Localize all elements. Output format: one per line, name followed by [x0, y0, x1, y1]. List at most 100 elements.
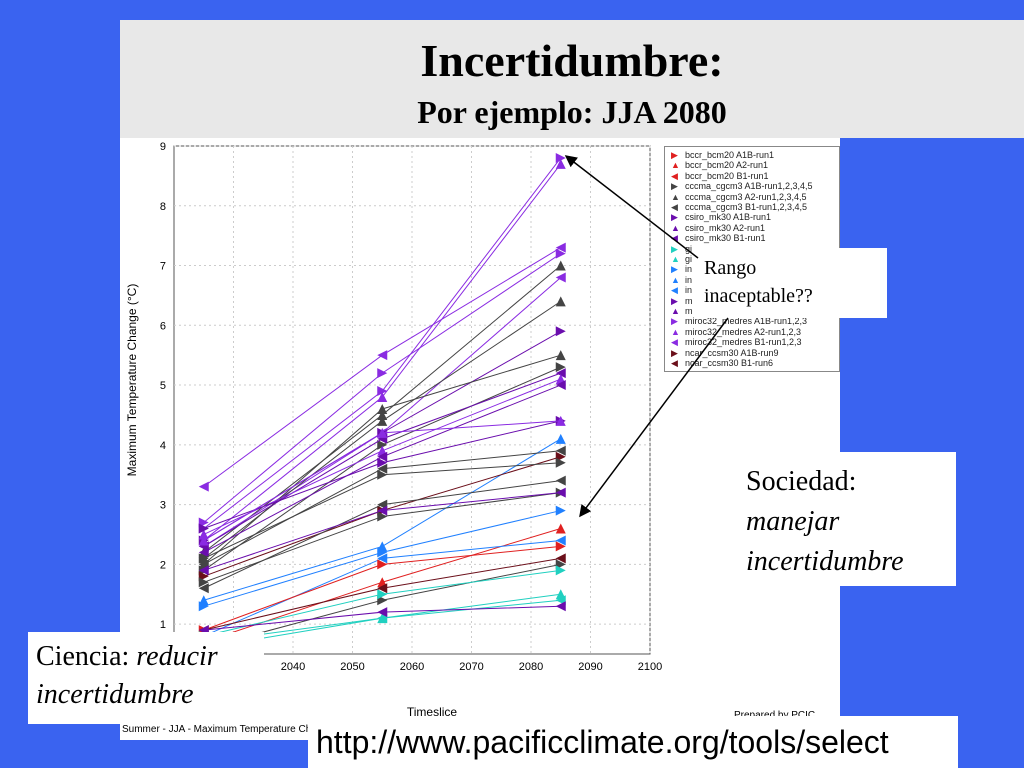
series-point — [555, 260, 566, 271]
legend-label: bccr_bcm20 A1B-run1 — [685, 150, 775, 160]
legend-marker: ▶ — [671, 295, 678, 306]
callout-rango-line1: Rango — [704, 257, 757, 279]
series-point — [377, 511, 388, 522]
legend-label: miroc32_medres B1-run1,2,3 — [685, 337, 802, 348]
series-point — [555, 242, 566, 253]
legend-label: bccr_bcm20 B1-run1 — [685, 170, 769, 181]
chart-footer-caption: Summer - JJA - Maximum Temperature Ch — [122, 724, 312, 735]
series-point — [377, 439, 388, 450]
legend-label: m — [685, 295, 693, 306]
series-point — [377, 505, 388, 516]
y-tick-label: 2 — [160, 559, 166, 571]
legend-label: csiro_mk30 B1-run1 — [685, 233, 766, 244]
callout-sociedad-line2: manejar — [746, 506, 840, 537]
series-point — [555, 541, 566, 552]
legend-entry: ▶ csiro_mk30 A1B-run1 — [671, 212, 771, 223]
legend-marker: ▲ — [671, 191, 680, 202]
legend-entry: ▲ csiro_mk30 A2-run1 — [671, 223, 765, 233]
series-point — [555, 523, 566, 534]
x-tick-label: 2090 — [578, 661, 602, 673]
series-point — [555, 158, 566, 169]
legend-label: bccr_bcm20 A2-run1 — [685, 160, 769, 171]
legend-marker: ◀ — [671, 233, 678, 244]
y-tick-label: 3 — [160, 500, 166, 512]
legend-marker: ▶ — [671, 347, 678, 358]
series-point — [555, 248, 566, 259]
slide-title: Incertidumbre: — [420, 35, 724, 86]
legend-label: gi — [685, 254, 693, 264]
series-point — [377, 559, 388, 570]
y-tick-label: 1 — [160, 619, 166, 631]
series-point — [198, 535, 209, 546]
legend-label: in — [685, 274, 693, 285]
legend-entry: ▶ m — [671, 296, 693, 307]
legend-marker: ▲ — [671, 326, 680, 337]
series-point — [198, 547, 209, 558]
callout-ciencia-line1: Ciencia: reducir — [36, 638, 264, 676]
series-point — [555, 368, 566, 379]
legend-entry: ◀ csiro_mk30 B1-run1 — [671, 233, 766, 244]
callout-sociedad: Sociedad: manejar incertidumbre — [736, 452, 956, 586]
legend-entry: ▲ bccr_bcm20 A2-run1 — [671, 160, 768, 170]
series-point — [198, 565, 209, 576]
series-point — [377, 451, 388, 462]
legend-entry: ▲ m — [671, 306, 693, 316]
series-point — [198, 481, 209, 492]
series-point — [555, 296, 566, 307]
series-point — [555, 350, 566, 361]
series-point — [555, 535, 566, 546]
legend-marker: ◀ — [671, 358, 678, 368]
series-point — [555, 326, 566, 337]
legend-label: csiro_mk30 A2-run1 — [685, 222, 766, 233]
callout-sociedad-line3: incertidumbre — [746, 546, 904, 577]
x-tick-label: 2050 — [340, 661, 364, 673]
legend-marker: ▲ — [671, 306, 680, 316]
legend-entry: ▲ miroc32_medres A2-run1,2,3 — [671, 327, 801, 337]
callout-sociedad-line1: Sociedad: — [746, 466, 857, 497]
y-tick-label: 7 — [160, 261, 166, 273]
x-tick-label: 2060 — [400, 661, 424, 673]
legend-marker: ▲ — [671, 254, 680, 264]
callout-ciencia-line2: incertidumbre — [36, 679, 194, 710]
legend-label: ncar_ccsm30 B1-run6 — [685, 358, 774, 368]
legend-label: m — [685, 306, 693, 316]
series-point — [198, 529, 209, 540]
legend-label: miroc32_medres A2-run1,2,3 — [685, 326, 802, 337]
series-point — [555, 272, 566, 283]
y-tick-label: 5 — [160, 380, 166, 392]
callout-ciencia-prefix: Ciencia: — [36, 641, 137, 672]
legend-entry: ▶ cccma_cgcm3 A1B-run1,2,3,4,5 — [671, 181, 813, 192]
series-point — [555, 601, 566, 612]
legend-entry: ◀ in — [671, 285, 692, 296]
legend-label: cccma_cgcm3 A2-run1,2,3,4,5 — [685, 191, 807, 202]
legend-label: cccma_cgcm3 A1B-run1,2,3,4,5 — [685, 181, 813, 192]
series-point — [377, 583, 388, 594]
legend-label: ncar_ccsm30 A1B-run9 — [685, 347, 779, 358]
series-point — [377, 386, 388, 397]
legend-entry: ◀ miroc32_medres B1-run1,2,3 — [671, 337, 802, 348]
series-point — [377, 547, 388, 558]
legend-entry: ▶ in — [671, 264, 692, 275]
series-point — [555, 487, 566, 498]
legend-marker: ◀ — [671, 337, 678, 348]
y-tick-label: 6 — [160, 320, 166, 332]
legend-marker: ▶ — [671, 243, 678, 254]
legend-entry: ▲ gi — [671, 254, 692, 264]
legend-marker: ▶ — [671, 212, 678, 223]
series-point — [555, 433, 566, 444]
source-url-link[interactable]: http://www.pacificclimate.org/tools/sele… — [308, 716, 958, 768]
legend-entry: ▶ ncar_ccsm30 A1B-run9 — [671, 348, 779, 359]
callout-ciencia: Ciencia: reducir incertidumbre — [28, 632, 264, 724]
y-axis-label: Maximum Temperature Change (°C) — [125, 284, 139, 477]
legend-label: csiro_mk30 A1B-run1 — [685, 212, 772, 223]
legend-label: in — [685, 285, 693, 296]
y-tick-label: 8 — [160, 201, 166, 213]
series-point — [555, 362, 566, 373]
slide-subtitle: Por ejemplo: JJA 2080 — [417, 94, 727, 130]
legend-marker: ▶ — [671, 316, 678, 327]
series-point — [555, 553, 566, 564]
series-point — [555, 152, 566, 163]
legend-marker: ▶ — [671, 264, 678, 275]
series-point — [555, 565, 566, 576]
callout-ciencia-em: reducir — [136, 641, 218, 672]
